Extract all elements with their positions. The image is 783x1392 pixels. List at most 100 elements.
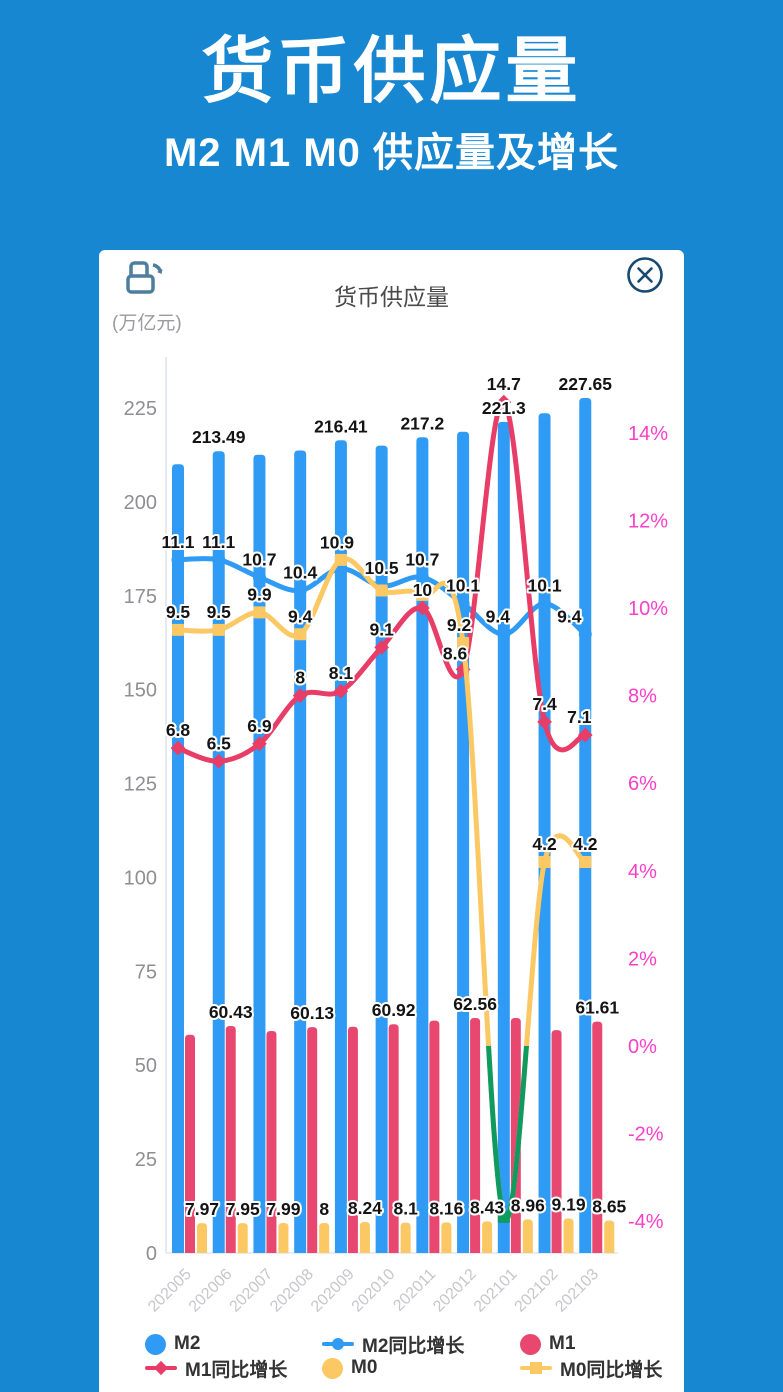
legend-row-2: M1同比增长 M0 M0同比增长 bbox=[99, 1355, 684, 1382]
x-axis-labels: 2020052020062020072020082020092020102020… bbox=[145, 1266, 602, 1316]
svg-text:8.1: 8.1 bbox=[393, 1199, 418, 1219]
svg-text:225: 225 bbox=[124, 398, 157, 420]
svg-text:75: 75 bbox=[135, 961, 157, 983]
svg-text:10.7: 10.7 bbox=[405, 549, 439, 569]
chart-title: 货币供应量 bbox=[334, 284, 449, 310]
svg-text:10.9: 10.9 bbox=[320, 533, 354, 553]
m1同比增长-line[interactable] bbox=[170, 394, 593, 769]
svg-text:202009: 202009 bbox=[308, 1266, 358, 1316]
svg-text:8.96: 8.96 bbox=[511, 1195, 545, 1215]
svg-text:200: 200 bbox=[124, 492, 157, 514]
legend-label-m1: M1 bbox=[549, 1333, 576, 1354]
svg-text:9.9: 9.9 bbox=[247, 584, 272, 604]
svg-text:202008: 202008 bbox=[267, 1266, 317, 1316]
svg-text:10.1: 10.1 bbox=[446, 576, 480, 596]
legend-item-m2-growth[interactable]: M2同比增长 bbox=[322, 1331, 520, 1358]
svg-text:7.4: 7.4 bbox=[532, 694, 557, 714]
svg-text:9.5: 9.5 bbox=[166, 602, 191, 622]
svg-text:62.56: 62.56 bbox=[453, 994, 497, 1014]
legend-label-m2: M2 bbox=[174, 1333, 201, 1354]
legend-item-m0-growth[interactable]: M0同比增长 bbox=[520, 1355, 662, 1382]
svg-text:216.41: 216.41 bbox=[314, 416, 368, 436]
svg-text:6.9: 6.9 bbox=[247, 716, 272, 736]
legend-item-m2[interactable]: M2 bbox=[145, 1333, 322, 1355]
value-labels: 213.49 216.41 217.2 221.3 227.65 60.43 60.13 60… bbox=[159, 372, 628, 1221]
svg-text:8.65: 8.65 bbox=[592, 1197, 626, 1217]
svg-text:202102: 202102 bbox=[512, 1266, 562, 1316]
m1-swatch bbox=[520, 1333, 541, 1355]
right-axis-ticks: 14% 12% 10% 8% 6% 4% 2% 0% -2% -4% bbox=[628, 423, 668, 1233]
svg-text:100: 100 bbox=[124, 867, 157, 889]
svg-text:8.6: 8.6 bbox=[443, 643, 468, 663]
svg-text:0: 0 bbox=[146, 1243, 157, 1265]
legend-item-m1-growth[interactable]: M1同比增长 bbox=[145, 1355, 322, 1382]
svg-text:25: 25 bbox=[135, 1149, 157, 1171]
svg-text:10.4: 10.4 bbox=[283, 562, 317, 582]
m0同比增长-line[interactable] bbox=[172, 553, 592, 1223]
chart-card: 货币供应量 (万亿元) 225 200 175 150 125 100 75 50 25 0 14%… bbox=[99, 250, 684, 1392]
svg-text:202101: 202101 bbox=[471, 1266, 521, 1316]
svg-text:8.1: 8.1 bbox=[329, 663, 354, 683]
legend-label-m2-growth: M2同比增长 bbox=[362, 1335, 465, 1357]
legend-label-m0-growth: M0同比增长 bbox=[560, 1359, 663, 1381]
svg-text:12%: 12% bbox=[628, 510, 668, 532]
svg-text:202012: 202012 bbox=[430, 1266, 480, 1316]
svg-text:60.13: 60.13 bbox=[290, 1003, 334, 1023]
svg-text:202011: 202011 bbox=[390, 1266, 439, 1315]
m2-swatch bbox=[145, 1333, 166, 1355]
svg-text:150: 150 bbox=[124, 680, 157, 702]
svg-text:9.1: 9.1 bbox=[369, 619, 394, 639]
svg-text:6%: 6% bbox=[628, 773, 657, 795]
svg-text:6.5: 6.5 bbox=[207, 733, 232, 753]
svg-text:202005: 202005 bbox=[145, 1266, 195, 1316]
svg-text:9.4: 9.4 bbox=[288, 606, 313, 626]
svg-text:10%: 10% bbox=[628, 598, 668, 620]
svg-text:202006: 202006 bbox=[186, 1266, 236, 1316]
svg-text:7.1: 7.1 bbox=[567, 707, 592, 727]
page-subtitle: M2 M1 M0 供应量及增长 bbox=[163, 131, 620, 175]
svg-text:8.16: 8.16 bbox=[429, 1198, 463, 1218]
svg-text:7.97: 7.97 bbox=[185, 1199, 219, 1219]
svg-text:61.61: 61.61 bbox=[575, 998, 619, 1018]
m0-bars[interactable] bbox=[197, 1218, 615, 1253]
svg-text:11.1: 11.1 bbox=[161, 532, 194, 552]
svg-text:14.7: 14.7 bbox=[487, 374, 521, 394]
hero-banner: 货币供应量 M2 M1 M0 供应量及增长 bbox=[0, 0, 783, 176]
svg-text:14%: 14% bbox=[628, 423, 668, 445]
close-icon[interactable] bbox=[624, 254, 664, 294]
svg-text:10.1: 10.1 bbox=[528, 576, 562, 596]
svg-text:-4%: -4% bbox=[628, 1211, 664, 1233]
legend-label-m1-growth: M1同比增长 bbox=[185, 1359, 288, 1381]
legend-row-1: M2 M2同比增长 M1 bbox=[99, 1331, 684, 1358]
money-supply-chart[interactable]: 225 200 175 150 125 100 75 50 25 0 14% 12% 10% 8% 6% 4%… bbox=[99, 355, 684, 1330]
svg-text:-2%: -2% bbox=[628, 1124, 664, 1146]
svg-text:202007: 202007 bbox=[227, 1266, 277, 1316]
m0-growth-swatch bbox=[520, 1362, 552, 1374]
svg-text:9.4: 9.4 bbox=[486, 606, 511, 626]
svg-text:2%: 2% bbox=[628, 948, 657, 970]
svg-text:60.92: 60.92 bbox=[372, 1000, 416, 1020]
svg-text:50: 50 bbox=[135, 1055, 157, 1077]
svg-text:9.4: 9.4 bbox=[557, 606, 582, 626]
svg-text:175: 175 bbox=[124, 586, 157, 608]
svg-text:6.8: 6.8 bbox=[166, 720, 191, 740]
rotate-screen-icon[interactable] bbox=[124, 258, 168, 302]
m1-growth-swatch bbox=[145, 1360, 177, 1376]
axis-unit-label: (万亿元) bbox=[112, 313, 182, 334]
m2-growth-swatch bbox=[322, 1338, 354, 1350]
m1-bars[interactable] bbox=[185, 1018, 603, 1253]
svg-text:7.95: 7.95 bbox=[226, 1199, 260, 1219]
card-header: 货币供应量 (万亿元) bbox=[99, 250, 684, 350]
svg-text:202103: 202103 bbox=[552, 1266, 602, 1316]
left-axis-ticks: 225 200 175 150 125 100 75 50 25 0 bbox=[124, 398, 157, 1265]
page-title: 货币供应量 bbox=[201, 32, 582, 112]
svg-text:9.5: 9.5 bbox=[207, 602, 232, 622]
legend-item-m1[interactable]: M1 bbox=[520, 1333, 575, 1355]
svg-text:221.3: 221.3 bbox=[482, 398, 526, 418]
svg-text:7.99: 7.99 bbox=[266, 1199, 300, 1219]
svg-text:227.65: 227.65 bbox=[559, 374, 613, 394]
m0-swatch bbox=[322, 1357, 343, 1379]
legend-item-m0[interactable]: M0 bbox=[322, 1357, 520, 1379]
svg-text:125: 125 bbox=[124, 774, 157, 796]
